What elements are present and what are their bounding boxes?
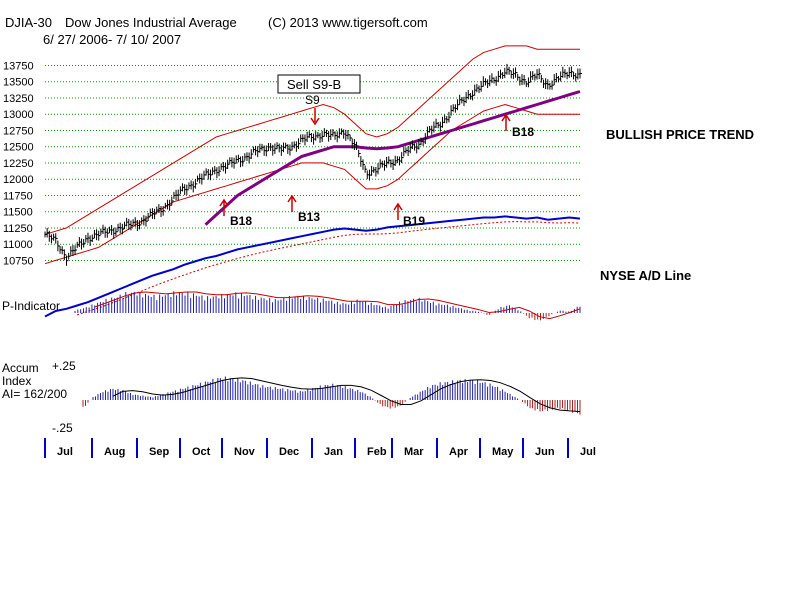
buy-arrow: [501, 113, 511, 131]
y-tick-label: 11750: [3, 190, 33, 202]
signal-label: B19: [403, 214, 425, 228]
y-axis-ticks: 13750 13500 13250 13000 12750 12500 12250 12000…: [3, 60, 34, 267]
moving-average: [204, 90, 581, 226]
chart-title: Dow Jones Industrial Average: [65, 15, 237, 30]
y-tick-label: 12250: [3, 158, 34, 170]
buy-arrow: [393, 202, 403, 220]
lower-band-line: [44, 103, 580, 265]
ad-line-path: [44, 215, 581, 318]
sell-arrow: [310, 108, 320, 126]
y-tick-label: 12000: [3, 174, 34, 186]
accum-ai-score: AI= 162/200: [2, 387, 67, 401]
accum-ma: [112, 377, 581, 413]
accum-bottom-label: -.25: [52, 421, 73, 435]
buy-arrow: [287, 194, 297, 212]
month-label: Feb: [367, 446, 387, 458]
sell-signal-label: Sell S9-B: [287, 77, 341, 92]
month-label: Oct: [192, 446, 211, 458]
month-label: Jul: [57, 446, 73, 458]
x-axis-months: Jul Aug Sep Oct Nov Dec Jan Feb Mar Apr May Jun Jul: [44, 438, 596, 458]
y-tick-label: 11250: [3, 223, 33, 235]
ad-line-ma: [76, 221, 581, 316]
chart-symbol: DJIA-30: [5, 15, 52, 30]
y-tick-label: 13500: [3, 77, 34, 89]
y-tick-label: 12750: [3, 125, 34, 137]
chart-date-range: 6/ 27/ 2006- 7/ 10/ 2007: [43, 32, 181, 47]
y-tick-label: 11500: [3, 207, 33, 219]
y-tick-label: 11000: [3, 239, 33, 251]
y-tick-label: 13750: [3, 60, 34, 72]
month-label: Jul: [580, 446, 596, 458]
month-label: Sep: [149, 446, 169, 458]
sell-signal-box: [277, 74, 361, 94]
upper-band-line: [44, 45, 580, 235]
y-tick-label: 13250: [3, 93, 34, 105]
month-label: Jan: [324, 446, 343, 458]
accum-panel: [82, 376, 581, 415]
ma-200-line: [204, 90, 581, 226]
signal-label: B18: [230, 214, 252, 228]
signal-label: B13: [298, 210, 320, 224]
month-label: Apr: [449, 446, 469, 458]
signal-markers: Sell S9-BS9 B18 B13 B19 B18: [219, 74, 534, 228]
accum-title: Accum: [2, 361, 39, 375]
p-indicator-label: P-Indicator: [2, 299, 60, 313]
signal-label: B18: [512, 125, 534, 139]
ad-line-label: NYSE A/D Line: [600, 268, 691, 283]
accum-subtitle: Index: [2, 374, 31, 388]
month-label: Nov: [234, 446, 256, 458]
chart-copyright: (C) 2013 www.tigersoft.com: [268, 15, 428, 30]
p-indicator-ma: [95, 291, 581, 320]
accum-top-label: +.25: [52, 359, 76, 373]
month-label: Aug: [104, 446, 125, 458]
trend-label: BULLISH PRICE TREND: [606, 127, 754, 142]
month-label: Jun: [535, 446, 555, 458]
month-label: Mar: [404, 446, 424, 458]
y-tick-label: 12500: [3, 142, 34, 154]
price-bands: [44, 45, 580, 265]
p-indicator-panel: [74, 291, 581, 321]
month-label: May: [492, 446, 514, 458]
y-tick-label: 13000: [3, 109, 34, 121]
price-bars: [44, 63, 582, 266]
month-label: Dec: [279, 446, 299, 458]
y-tick-label: 10750: [3, 255, 34, 267]
signal-label: S9: [305, 93, 320, 107]
ad-line: [44, 215, 581, 318]
buy-arrow: [219, 198, 229, 216]
